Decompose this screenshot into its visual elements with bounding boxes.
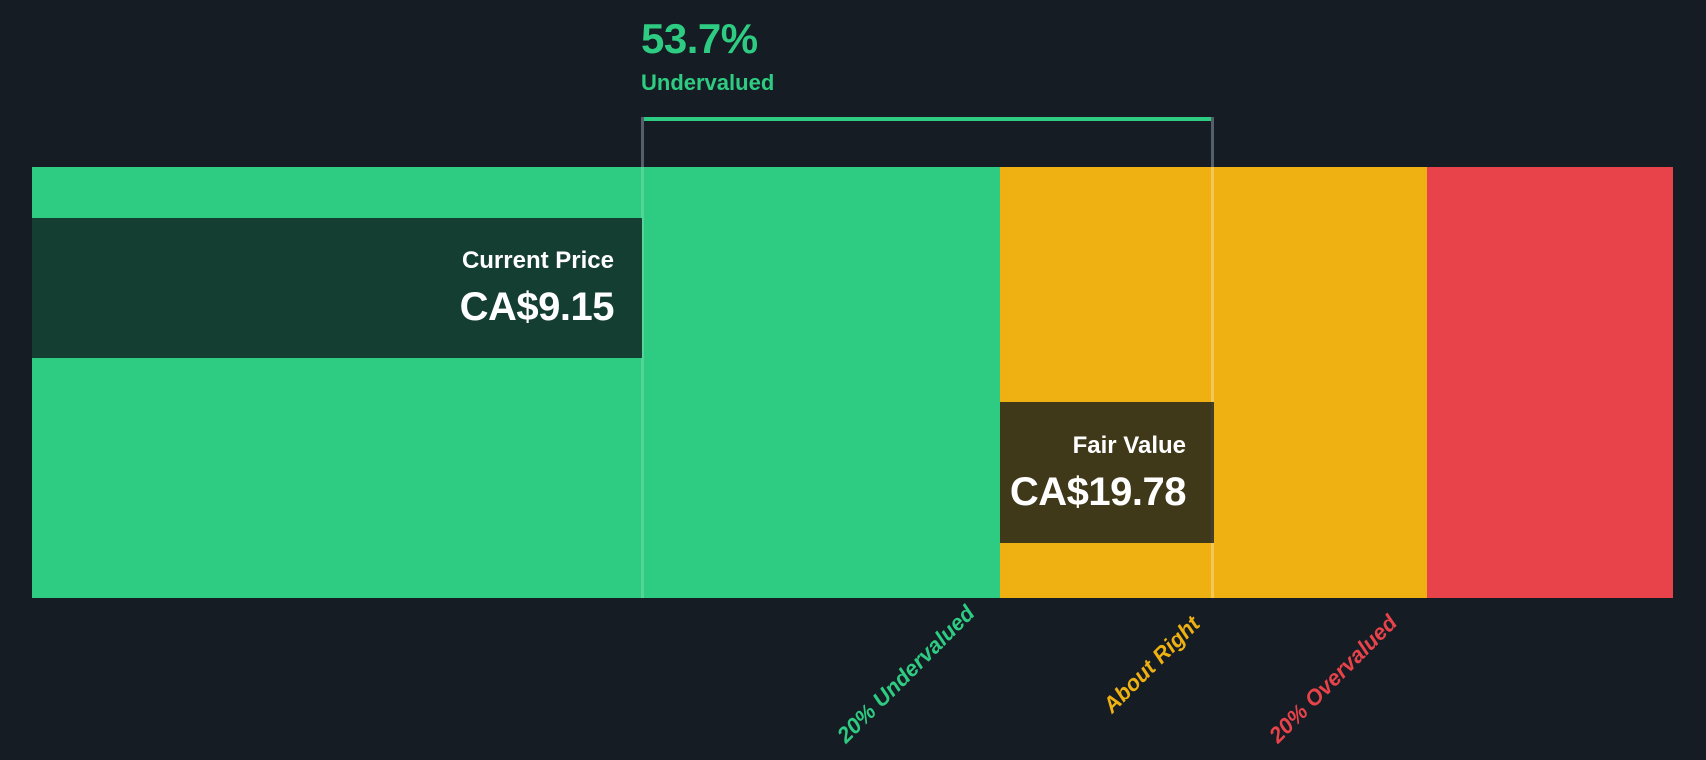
current-price-guide <box>641 167 644 598</box>
about-right-divider <box>1211 167 1214 598</box>
valuation-bracket <box>641 117 1214 167</box>
current-price-box: Current Price CA$9.15 <box>32 218 642 358</box>
discount-percent: 53.7% <box>641 15 758 62</box>
axis-label-overvalued: 20% Overvalued <box>1264 609 1402 748</box>
band-about-right-upper <box>1211 167 1427 598</box>
fair-value-marker-line <box>1211 117 1214 167</box>
valuation-status: Undervalued <box>641 70 775 95</box>
fair-value-value: CA$19.78 <box>1009 469 1187 514</box>
current-price-marker-line <box>641 117 644 167</box>
fair-value-label: Fair Value <box>1072 431 1186 459</box>
band-overvalued <box>1427 167 1673 598</box>
bracket-top-line <box>641 117 1214 121</box>
axis-label-about-right: About Right <box>1098 611 1205 718</box>
fair-value-box: Fair Value CA$19.78 <box>1000 402 1214 543</box>
current-price-label: Current Price <box>461 247 614 274</box>
valuation-callout: 53.7% Undervalued <box>641 18 774 94</box>
current-price-value: CA$9.15 <box>459 285 615 329</box>
axis-label-undervalued: 20% Undervalued <box>832 600 980 748</box>
